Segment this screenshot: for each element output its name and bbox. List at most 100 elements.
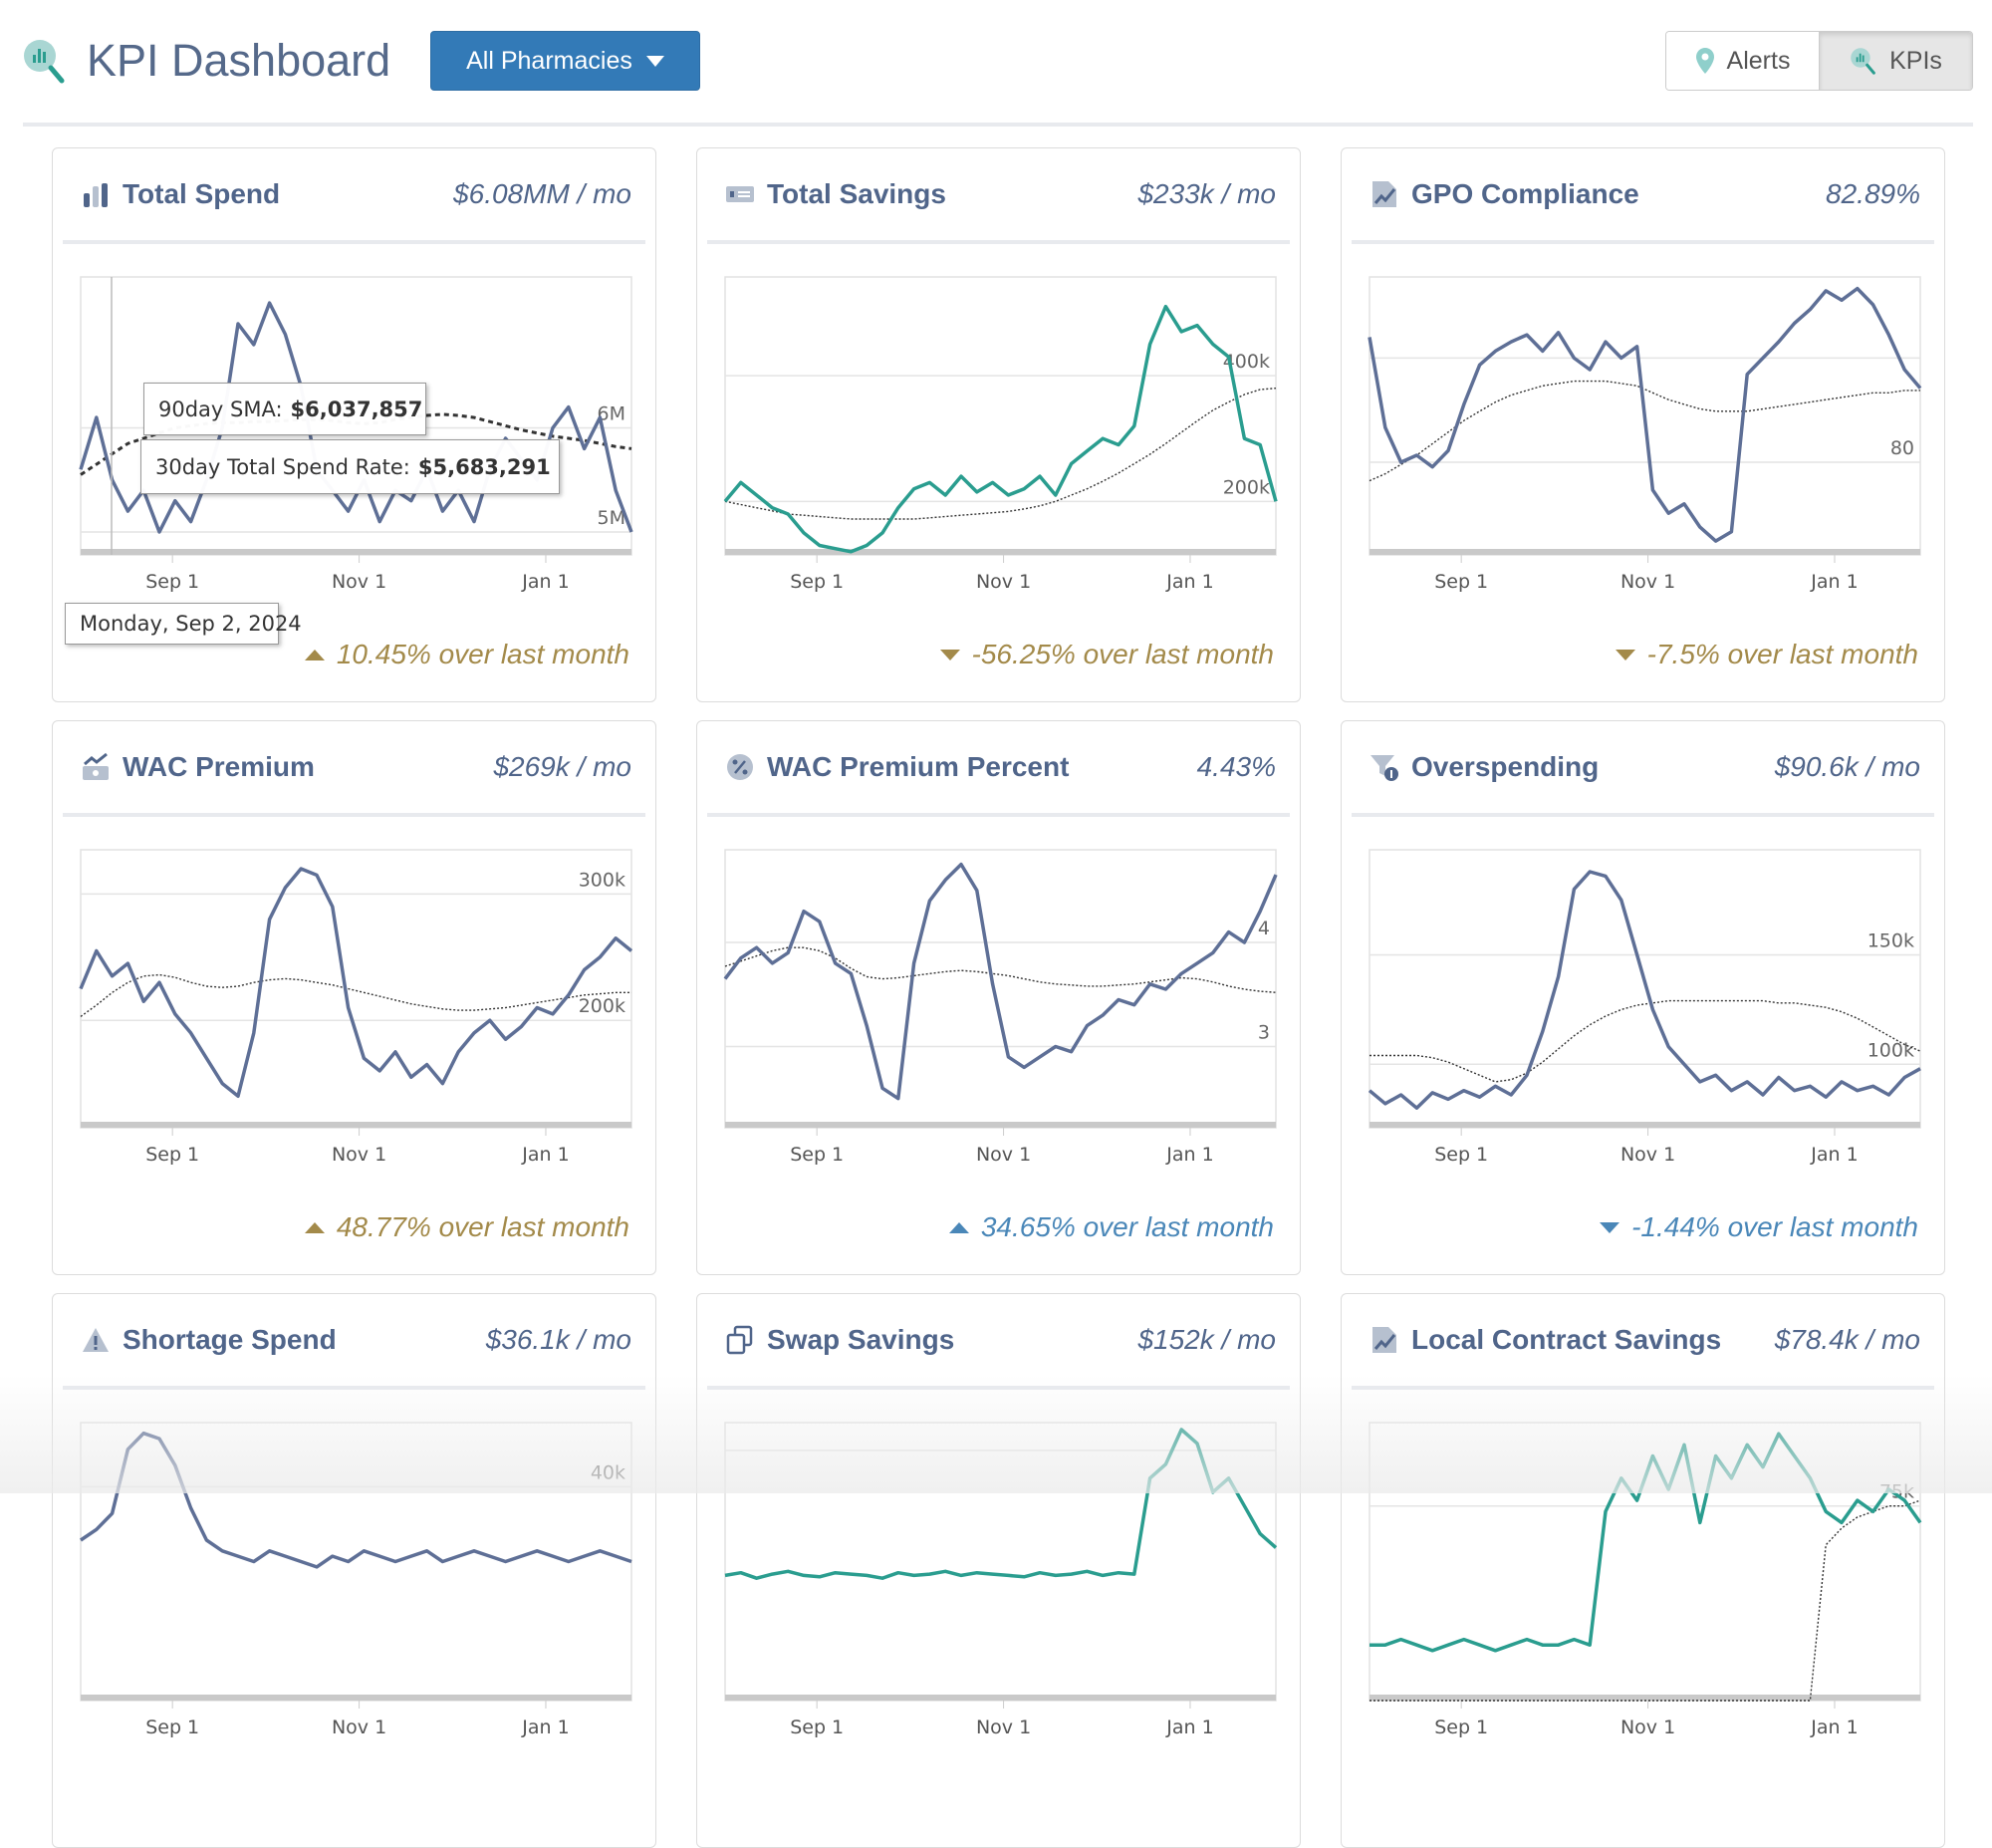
x-axis-bar xyxy=(725,1695,1276,1701)
y-tick-label: 150k xyxy=(1868,929,1914,951)
x-axis-bar xyxy=(81,1122,631,1128)
bar-chart-icon xyxy=(81,179,111,209)
tooltip-label: 30day Total Spend Rate: xyxy=(155,455,410,479)
card-header: WAC Premium Percent 4.43% xyxy=(725,745,1276,789)
x-tick-label: Nov 1 xyxy=(976,1716,1031,1738)
card-header: GPO Compliance 82.89% xyxy=(1370,172,1920,216)
change-indicator: -1.44% over last month xyxy=(1600,1211,1918,1243)
x-tick-label: Jan 1 xyxy=(1810,1144,1858,1166)
date-tooltip: Monday, Sep 2, 2024 xyxy=(65,603,279,645)
y-tick-label: 100k xyxy=(1868,1039,1914,1061)
file-chart-icon xyxy=(1370,1325,1399,1355)
x-tick-label: Jan 1 xyxy=(1165,1716,1213,1738)
x-tick-label: Jan 1 xyxy=(1810,571,1858,593)
x-tick-label: Nov 1 xyxy=(332,571,386,593)
x-tick-label: Sep 1 xyxy=(790,571,844,593)
change-text: -1.44% over last month xyxy=(1631,1211,1918,1243)
y-tick-label: 200k xyxy=(579,995,625,1017)
card-value: 4.43% xyxy=(1197,751,1276,783)
card-header: Swap Savings $152k / mo xyxy=(725,1318,1276,1362)
y-tick-label: 5M xyxy=(598,507,625,529)
rate-tooltip: 30day Total Spend Rate: $5,683,291 xyxy=(140,439,560,494)
card-header: Shortage Spend $36.1k / mo xyxy=(81,1318,631,1362)
card-value: $6.08MM / mo xyxy=(453,178,631,210)
card-header: Local Contract Savings $78.4k / mo xyxy=(1370,1318,1920,1362)
triangle-down-icon xyxy=(940,650,960,660)
x-tick-label: Jan 1 xyxy=(1810,1716,1858,1738)
card-title: WAC Premium xyxy=(123,751,483,783)
pharmacy-dropdown[interactable]: All Pharmacies xyxy=(430,31,700,91)
card-value: $269k / mo xyxy=(493,751,631,783)
line-chart[interactable]: Sep 1 Nov 1 Jan 1 xyxy=(697,1294,1302,1762)
change-text: 34.65% over last month xyxy=(981,1211,1274,1243)
change-indicator: -56.25% over last month xyxy=(940,639,1275,670)
card-title: Total Spend xyxy=(123,178,443,210)
card-divider xyxy=(63,240,645,244)
view-toggle: Alerts KPIs xyxy=(1665,31,1973,91)
money-chart-icon xyxy=(81,752,111,782)
x-tick-label: Sep 1 xyxy=(145,1716,199,1738)
change-text: -56.25% over last month xyxy=(972,639,1275,670)
x-axis-bar xyxy=(1370,1695,1920,1701)
alerts-button[interactable]: Alerts xyxy=(1666,32,1819,90)
header: KPI Dashboard All Pharmacies Alerts KPIs xyxy=(0,0,1992,125)
x-tick-label: Nov 1 xyxy=(1620,1144,1675,1166)
plot-area xyxy=(725,277,1276,555)
card-value: $78.4k / mo xyxy=(1775,1324,1920,1356)
x-axis-bar xyxy=(1370,1122,1920,1128)
chart-magnifier-icon xyxy=(1850,47,1877,75)
card-title: Overspending xyxy=(1411,751,1765,783)
x-tick-label: Nov 1 xyxy=(332,1716,386,1738)
x-tick-label: Nov 1 xyxy=(976,571,1031,593)
y-tick-label: 4 xyxy=(1258,918,1270,939)
triangle-down-icon xyxy=(1600,1222,1619,1233)
card-header: Total Savings $233k / mo xyxy=(725,172,1276,216)
map-pin-icon xyxy=(1695,47,1715,75)
x-tick-label: Sep 1 xyxy=(145,1144,199,1166)
triangle-up-icon xyxy=(949,1222,969,1233)
card-title: WAC Premium Percent xyxy=(767,751,1187,783)
x-tick-label: Sep 1 xyxy=(145,571,199,593)
bottom-fade xyxy=(0,1375,1992,1493)
change-indicator: 34.65% over last month xyxy=(949,1211,1274,1243)
card-divider xyxy=(63,813,645,817)
tooltip-value: $5,683,291 xyxy=(418,455,551,479)
y-tick-label: 3 xyxy=(1258,1021,1270,1043)
x-tick-label: Sep 1 xyxy=(1434,571,1488,593)
sma-tooltip: 90day SMA:$6,037,857 xyxy=(143,383,426,435)
percent-badge-icon xyxy=(725,752,755,782)
x-axis-bar xyxy=(1370,549,1920,555)
change-text: 10.45% over last month xyxy=(337,639,629,670)
x-tick-label: Sep 1 xyxy=(790,1716,844,1738)
triangle-up-icon xyxy=(305,1222,325,1233)
card-value: $36.1k / mo xyxy=(486,1324,631,1356)
dropdown-label: All Pharmacies xyxy=(466,47,632,76)
money-bill-icon xyxy=(725,179,755,209)
card-header: WAC Premium $269k / mo xyxy=(81,745,631,789)
card-value: 82.89% xyxy=(1826,178,1920,210)
x-axis-bar xyxy=(81,549,631,555)
card-title: Local Contract Savings xyxy=(1411,1324,1765,1356)
header-divider xyxy=(23,123,1973,127)
card-value: $152k / mo xyxy=(1137,1324,1276,1356)
x-tick-label: Jan 1 xyxy=(521,571,569,593)
kpis-button[interactable]: KPIs xyxy=(1819,32,1972,90)
change-indicator: 10.45% over last month xyxy=(305,639,629,670)
filter-dollar-icon xyxy=(1370,752,1399,782)
card-header: Overspending $90.6k / mo xyxy=(1370,745,1920,789)
x-tick-label: Nov 1 xyxy=(976,1144,1031,1166)
x-tick-label: Sep 1 xyxy=(790,1144,844,1166)
